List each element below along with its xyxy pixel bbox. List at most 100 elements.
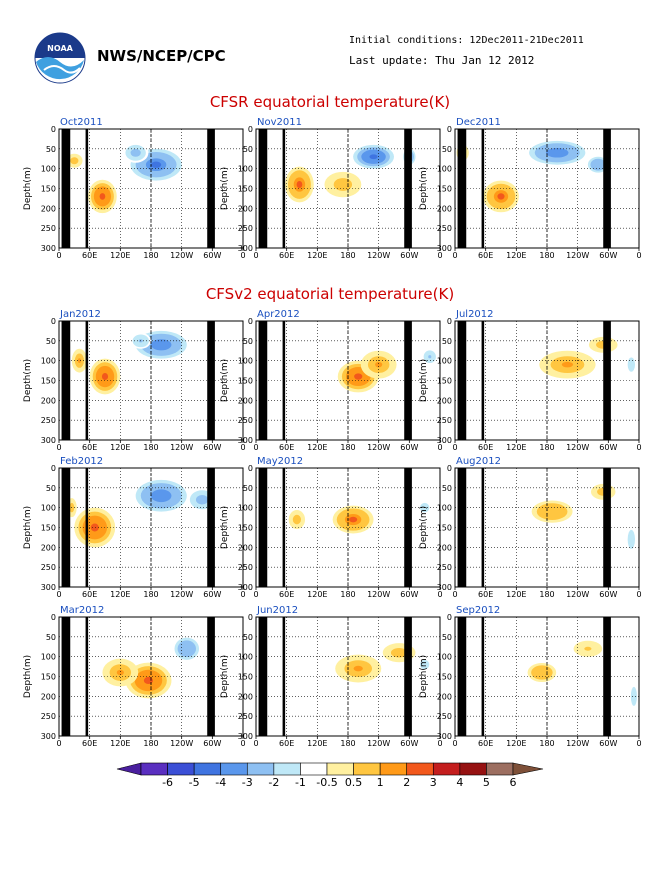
y-tick-label: 50: [243, 484, 253, 493]
x-tick-label: 60W: [203, 251, 221, 260]
last-update-label: Last update: Thu Jan 12 2012: [349, 54, 535, 67]
y-axis-title: Depth(m): [419, 359, 429, 402]
y-tick-label: 100: [437, 357, 452, 366]
x-tick-label: 0: [56, 443, 61, 452]
y-tick-label: 150: [238, 524, 253, 533]
cold-anomaly: [595, 162, 601, 167]
x-tick-label: 0: [253, 443, 258, 452]
y-axis-title: Depth(m): [220, 506, 230, 549]
panel-oct2011: Oct2011 0 60E 120E 180 120W 60W 0 0 50 100 150 200 25…: [23, 117, 246, 260]
y-tick-label: 50: [46, 145, 56, 154]
land-mask: [207, 617, 215, 736]
y-tick-label: 200: [41, 543, 56, 552]
x-tick-label: 60E: [279, 443, 294, 452]
svg-text:NOAA: NOAA: [47, 44, 73, 53]
colorbar-right-arrow: [512, 762, 544, 776]
colorbar-label: -3: [242, 776, 253, 789]
x-tick-label: 0: [56, 251, 61, 260]
panel-label: Nov2011: [257, 117, 302, 128]
y-tick-label: 200: [238, 204, 253, 213]
y-tick-label: 200: [437, 204, 452, 213]
y-tick-label: 200: [437, 543, 452, 552]
warm-anomaly: [547, 508, 558, 515]
y-tick-label: 300: [437, 583, 452, 592]
y-tick-label: 50: [442, 145, 452, 154]
y-tick-label: 0: [248, 613, 253, 622]
cold-anomaly: [199, 497, 206, 503]
colorbar-label: -2: [268, 776, 279, 789]
x-tick-label: 0: [437, 443, 442, 452]
y-tick-label: 0: [447, 125, 452, 134]
cold-anomaly: [151, 161, 162, 168]
x-tick-label: 120E: [110, 590, 130, 599]
y-tick-label: 200: [41, 692, 56, 701]
warm-anomaly: [72, 158, 77, 163]
x-tick-label: 0: [240, 590, 245, 599]
x-tick-label: 60W: [400, 251, 418, 260]
y-tick-label: 200: [41, 396, 56, 405]
y-tick-label: 250: [238, 563, 253, 572]
cold-anomaly: [630, 536, 633, 543]
x-tick-label: 180: [143, 739, 158, 748]
panel-label: Dec2011: [456, 117, 501, 128]
warm-anomaly: [294, 517, 299, 522]
y-axis-title: Depth(m): [23, 655, 33, 698]
panel-field: [59, 129, 243, 248]
colorbar-label: 3: [430, 776, 437, 789]
x-tick-label: 60W: [203, 739, 221, 748]
panel-label: Aug2012: [456, 456, 501, 467]
colorbar-label: 4: [456, 776, 463, 789]
cold-anomaly: [156, 342, 167, 348]
y-tick-label: 100: [437, 504, 452, 513]
y-tick-label: 250: [437, 712, 452, 721]
panel-sep2012: Sep2012 0 60E 120E 180 120W 60W 0 0 50 100 150 200 25…: [419, 605, 642, 748]
x-tick-label: 120E: [110, 251, 130, 260]
y-axis-title: Depth(m): [220, 167, 230, 210]
panel-label: Jul2012: [455, 309, 494, 320]
colorbar-swatch: [273, 762, 301, 776]
x-tick-label: 120W: [566, 590, 589, 599]
warm-anomaly: [116, 669, 124, 676]
colorbar-label: -5: [189, 776, 200, 789]
land-mask: [603, 129, 611, 248]
x-tick-label: 60E: [82, 739, 97, 748]
x-tick-label: 0: [452, 251, 457, 260]
land-mask: [404, 129, 412, 248]
x-tick-label: 180: [340, 739, 355, 748]
y-tick-label: 250: [437, 224, 452, 233]
panel-mar2012: Mar2012 0 60E 120E 180 120W 60W 0 0 50 100 150 200 25…: [23, 605, 246, 748]
panel-dec2011: Dec2011 0 60E 120E 180 120W 60W 0 0 50 100 150 200 25…: [419, 117, 642, 260]
y-tick-label: 250: [238, 416, 253, 425]
y-tick-label: 300: [41, 583, 56, 592]
cfsr-section-title: CFSR equatorial temperature(K): [209, 93, 451, 111]
warm-anomaly: [296, 180, 303, 189]
y-tick-label: 150: [238, 185, 253, 194]
x-tick-label: 60W: [203, 443, 221, 452]
panel-label: Jan2012: [59, 309, 101, 320]
y-tick-label: 0: [51, 613, 56, 622]
x-tick-label: 120W: [367, 443, 390, 452]
x-tick-label: 0: [437, 251, 442, 260]
x-tick-label: 0: [636, 590, 641, 599]
warm-anomaly: [584, 646, 592, 651]
x-tick-label: 60W: [599, 590, 617, 599]
warm-anomaly: [77, 358, 81, 364]
x-tick-label: 120E: [307, 251, 327, 260]
y-tick-label: 0: [447, 317, 452, 326]
y-tick-label: 150: [437, 673, 452, 682]
x-tick-label: 120E: [506, 443, 526, 452]
x-tick-label: 60E: [478, 251, 493, 260]
y-tick-label: 0: [51, 464, 56, 473]
y-tick-label: 100: [238, 165, 253, 174]
y-tick-label: 200: [437, 396, 452, 405]
y-tick-label: 150: [437, 524, 452, 533]
y-tick-label: 150: [41, 524, 56, 533]
x-tick-label: 60W: [599, 251, 617, 260]
warm-anomaly: [338, 181, 348, 188]
y-tick-label: 50: [46, 484, 56, 493]
land-mask: [207, 321, 215, 440]
panel-feb2012: Feb2012 0 60E 120E 180 120W 60W 0 0 50 100 150 200 25…: [23, 456, 246, 599]
y-tick-label: 100: [238, 653, 253, 662]
